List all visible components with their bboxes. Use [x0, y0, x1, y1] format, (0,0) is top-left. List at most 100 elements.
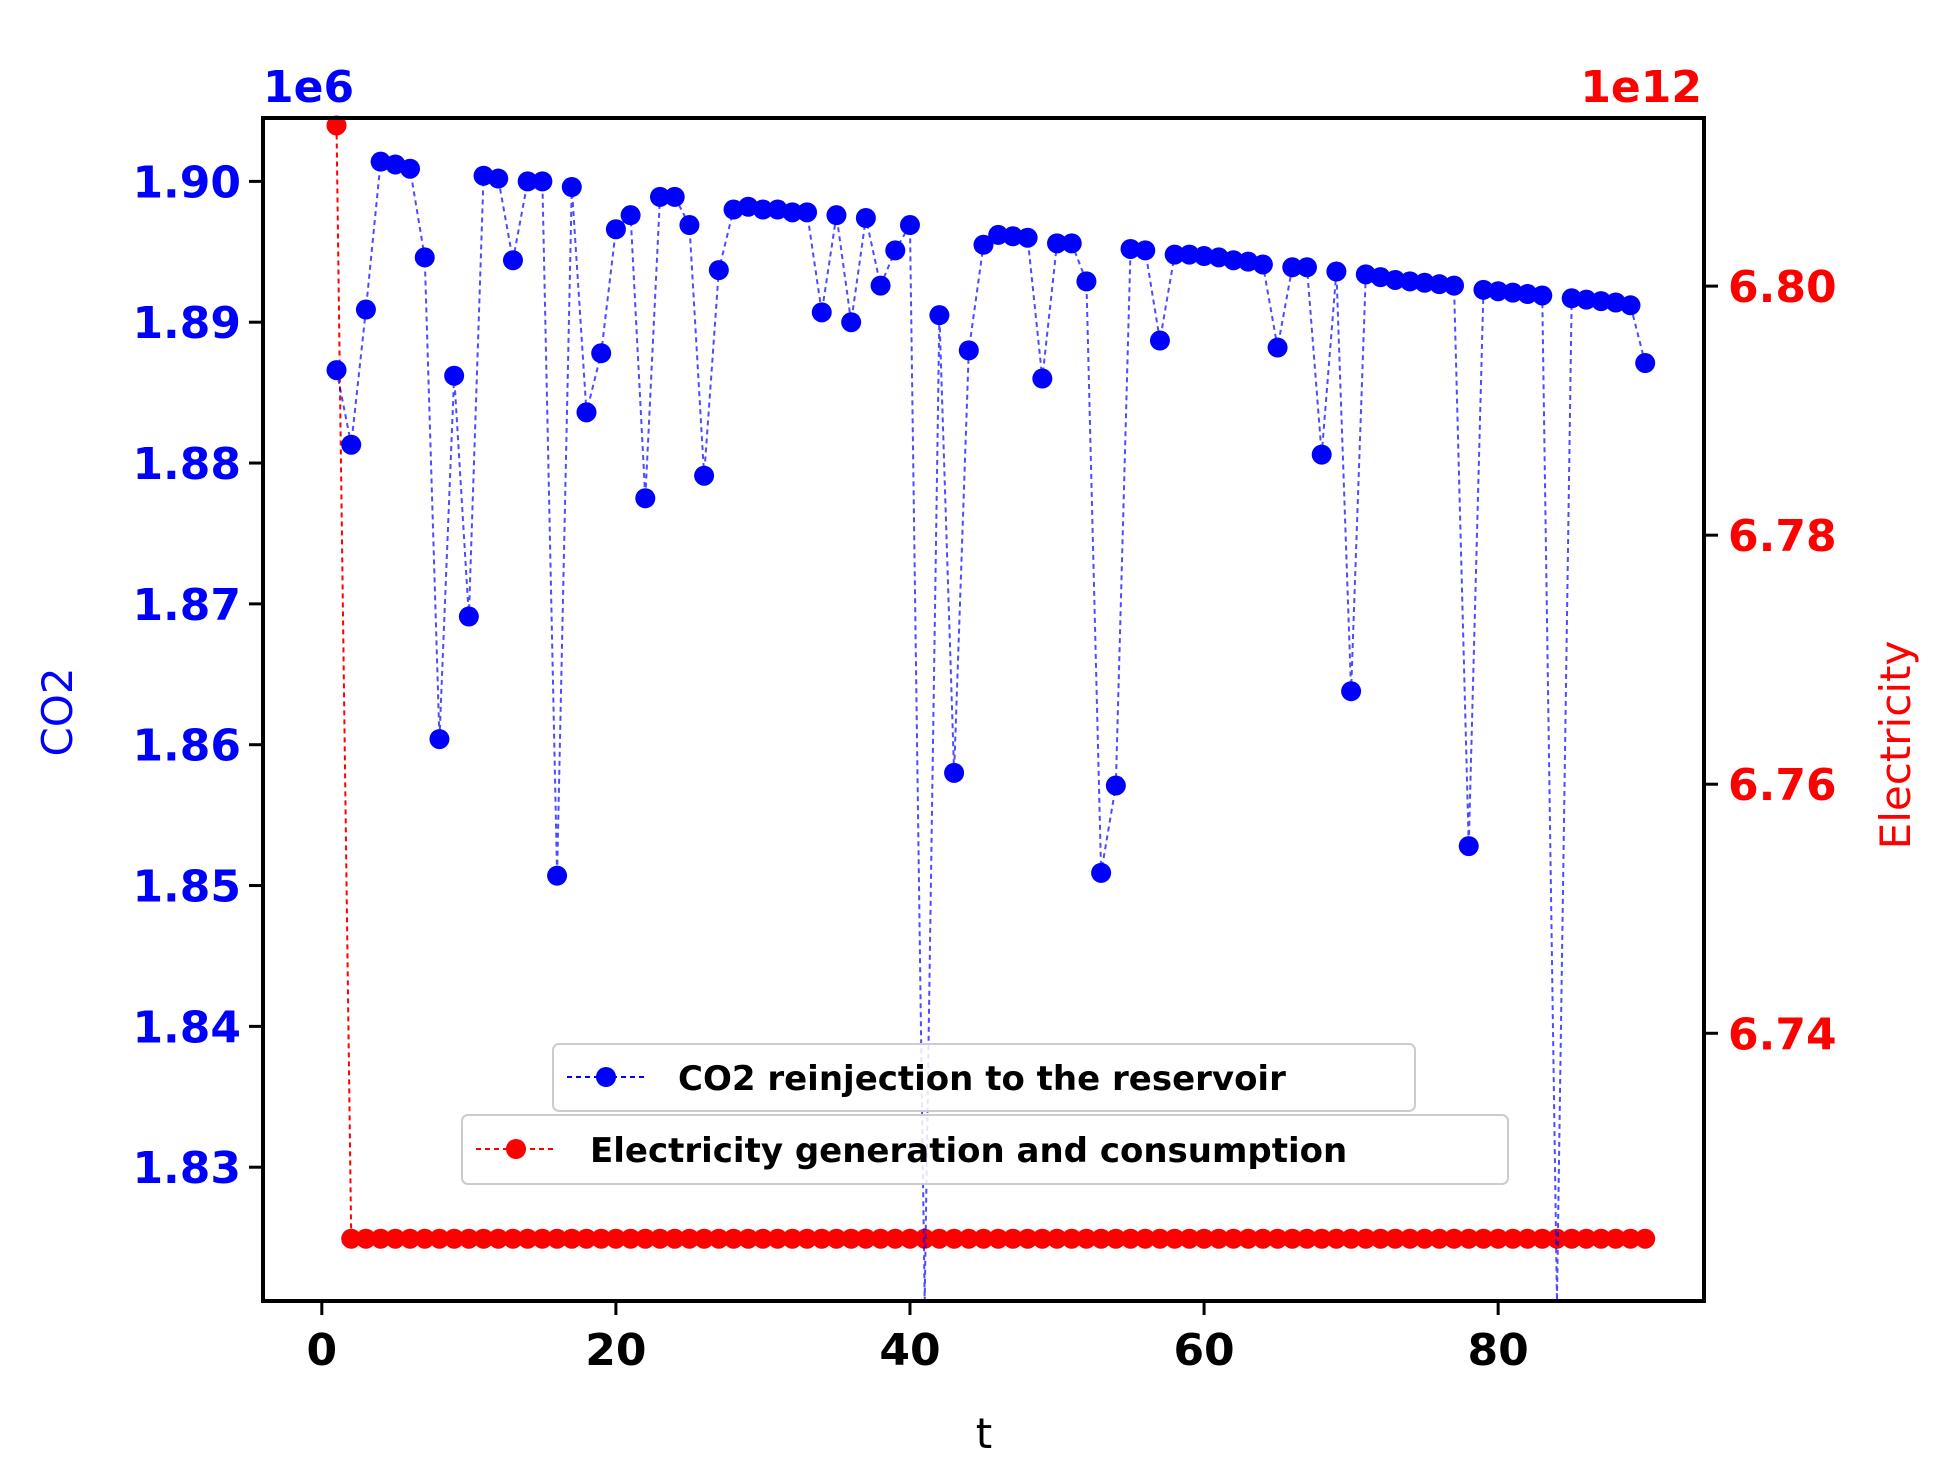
co2-point	[679, 215, 700, 236]
electricity-point	[1194, 1228, 1215, 1249]
co2-point	[811, 302, 832, 323]
electricity-point	[517, 1228, 538, 1249]
electricity-point	[1591, 1228, 1612, 1249]
right-tick-label: 6.74	[1728, 1009, 1837, 1060]
electricity-point	[1179, 1228, 1200, 1249]
electricity-point	[1252, 1228, 1273, 1249]
electricity-point	[547, 1228, 568, 1249]
electricity-point	[988, 1228, 1009, 1249]
right-tick-label: 6.76	[1728, 760, 1837, 811]
y-axis-label-right: Electricity	[1871, 641, 1920, 850]
electricity-point	[1296, 1228, 1317, 1249]
co2-point	[1385, 269, 1406, 290]
left-axis: 1.83 1.84 1.85 1.86 1.87 1.88 1.89 1.90	[132, 157, 263, 1194]
electricity-point	[782, 1228, 803, 1249]
co2-point	[414, 247, 435, 268]
electricity-point	[370, 1228, 391, 1249]
co2-point	[1047, 233, 1068, 254]
co2-point	[973, 234, 994, 255]
electricity-point	[620, 1228, 641, 1249]
co2-point	[1002, 226, 1023, 247]
co2-point	[620, 205, 641, 226]
co2-point	[429, 729, 450, 750]
electricity-point	[1399, 1228, 1420, 1249]
electricity-point	[1444, 1228, 1465, 1249]
co2-point	[1561, 288, 1582, 309]
electricity-point	[1605, 1228, 1626, 1249]
legend-electricity-marker	[506, 1139, 526, 1159]
x-tick-label: 0	[307, 1325, 338, 1376]
electricity-point	[576, 1228, 597, 1249]
co2-point	[1135, 240, 1156, 261]
co2-point	[1282, 257, 1303, 278]
co2-point	[1591, 291, 1612, 312]
co2-point	[547, 865, 568, 886]
co2-point	[1502, 282, 1523, 303]
electricity-point	[1002, 1228, 1023, 1249]
electricity-point	[1561, 1228, 1582, 1249]
co2-point	[444, 365, 465, 386]
right-tick-label: 6.78	[1728, 511, 1837, 562]
electricity-point	[414, 1228, 435, 1249]
co2-point	[1120, 238, 1141, 259]
co2-point	[870, 275, 891, 296]
co2-point	[591, 343, 612, 364]
co2-point	[400, 158, 421, 179]
legend-electricity-label: Electricity generation and consumption	[590, 1131, 1347, 1171]
co2-point	[782, 202, 803, 223]
co2-point	[1179, 244, 1200, 265]
co2-point	[752, 199, 773, 220]
right-tick-label: 6.80	[1728, 262, 1837, 313]
x-tick-label: 60	[1173, 1325, 1234, 1376]
co2-point	[1341, 681, 1362, 702]
electricity-point	[1267, 1228, 1288, 1249]
electricity-point	[1311, 1228, 1332, 1249]
co2-point	[341, 434, 362, 455]
co2-point	[899, 215, 920, 236]
electricity-point	[1149, 1228, 1170, 1249]
electricity-point	[473, 1228, 494, 1249]
electricity-point	[1517, 1228, 1538, 1249]
co2-point	[826, 205, 847, 226]
left-tick-label: 1.83	[132, 1143, 241, 1194]
electricity-point	[708, 1228, 729, 1249]
electricity-point	[429, 1228, 450, 1249]
left-tick-label: 1.90	[132, 157, 241, 208]
electricity-point	[694, 1228, 715, 1249]
electricity-point	[811, 1228, 832, 1249]
electricity-point	[532, 1228, 553, 1249]
electricity-point	[1238, 1228, 1259, 1249]
electricity-point	[738, 1228, 759, 1249]
co2-point	[1032, 368, 1053, 389]
co2-point	[1017, 227, 1038, 248]
co2-point	[488, 168, 509, 189]
electricity-point	[1208, 1228, 1229, 1249]
co2-point	[1296, 257, 1317, 278]
electricity-point	[1164, 1228, 1185, 1249]
electricity-point	[1502, 1228, 1523, 1249]
electricity-point	[326, 115, 347, 136]
plot-frame	[261, 116, 1706, 1303]
co2-point	[1620, 295, 1641, 316]
co2-point	[1061, 233, 1082, 254]
legend-box-electricity	[461, 1114, 1509, 1185]
co2-point	[1458, 836, 1479, 857]
left-tick-label: 1.88	[132, 439, 241, 490]
electricity-point	[1414, 1228, 1435, 1249]
co2-point	[988, 224, 1009, 245]
electricity-point	[1635, 1228, 1656, 1249]
co2-point	[1517, 284, 1538, 305]
legend: CO2 reinjection to the reservoir Electri…	[461, 1043, 1509, 1185]
co2-point	[1429, 274, 1450, 295]
left-tick-label: 1.89	[132, 298, 241, 349]
co2-point	[1223, 250, 1244, 271]
x-tick-label: 80	[1468, 1325, 1529, 1376]
co2-point	[664, 186, 685, 207]
co2-point	[576, 402, 597, 423]
electricity-point	[444, 1228, 465, 1249]
co2-point	[605, 219, 626, 240]
electricity-point	[561, 1228, 582, 1249]
left-tick-label: 1.87	[132, 580, 241, 631]
electricity-point	[1341, 1228, 1362, 1249]
